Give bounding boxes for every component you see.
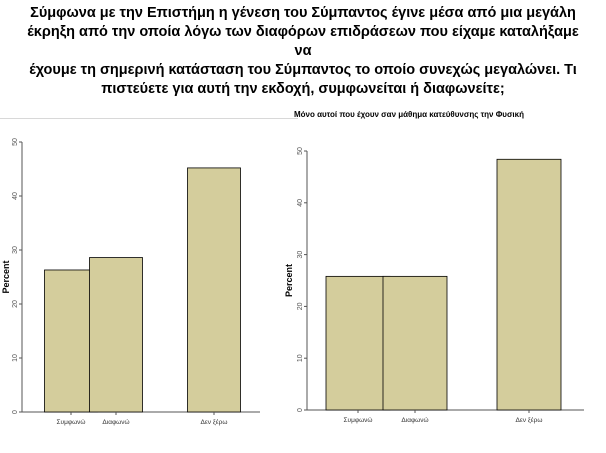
bar <box>382 275 448 411</box>
y-tick-label: 50 <box>12 138 19 146</box>
y-tick-label: 40 <box>12 192 19 200</box>
y-tick-label: 10 <box>12 354 19 362</box>
bar <box>325 275 391 411</box>
bar <box>89 257 143 413</box>
y-tick-label: 40 <box>297 199 304 207</box>
heading-line-4: πιστεύετε για αυτή την εκδοχή, συμφωνείτ… <box>101 81 505 97</box>
x-tick-label: Διαφωνώ <box>401 416 428 424</box>
y-tick-label: 0 <box>12 410 19 414</box>
heading-line-1: Σύμφωνα με την Επιστήμη η γένεση του Σύμ… <box>30 5 576 21</box>
chart-all-respondents: 0 10 20 30 40 50 Percent Συμφωνώ Διαφωνώ Δεν ξέρω <box>0 118 298 453</box>
y-tick-label: 0 <box>297 408 304 412</box>
bar <box>496 158 562 411</box>
y-axis-label: Percent <box>284 264 294 297</box>
y-tick-label: 30 <box>297 251 304 259</box>
heading-line-3: έχουμε τη σημερινή κατάσταση του Σύμπαντ… <box>29 62 577 78</box>
bar-chart-physics: 0 10 20 30 40 50 Percent Συμφωνώ Διαφωνώ Δεν ξέρω <box>284 147 584 424</box>
x-tick-label: Συμφωνώ <box>344 416 373 424</box>
x-tick-label: Δεν ξέρω <box>201 418 228 426</box>
chart-physics-students: Μόνο αυτοί που έχουν σαν μάθημα κατεύθυν… <box>284 104 606 452</box>
bar <box>187 167 241 413</box>
question-heading: Σύμφωνα με την Επιστήμη η γένεση του Σύμ… <box>20 4 586 99</box>
y-tick-label: 30 <box>12 246 19 254</box>
y-tick-label: 50 <box>297 147 304 155</box>
y-axis-label: Percent <box>1 260 11 293</box>
y-tick-label: 20 <box>12 300 19 308</box>
chart-title-physics: Μόνο αυτοί που έχουν σαν μάθημα κατεύθυν… <box>294 110 524 119</box>
heading-line-2: έκρηξη από την οποία λόγω των διαφόρων ε… <box>27 24 579 59</box>
y-tick-label: 20 <box>297 302 304 310</box>
bar <box>44 269 98 413</box>
y-tick-label: 10 <box>297 354 304 362</box>
bar-chart-all: 0 10 20 30 40 50 Percent Συμφωνώ Διαφωνώ Δεν ξέρω <box>1 138 260 426</box>
x-tick-label: Συμφωνώ <box>57 418 86 426</box>
x-tick-label: Δεν ξέρω <box>516 416 543 424</box>
x-tick-label: Διαφωνώ <box>102 418 129 426</box>
